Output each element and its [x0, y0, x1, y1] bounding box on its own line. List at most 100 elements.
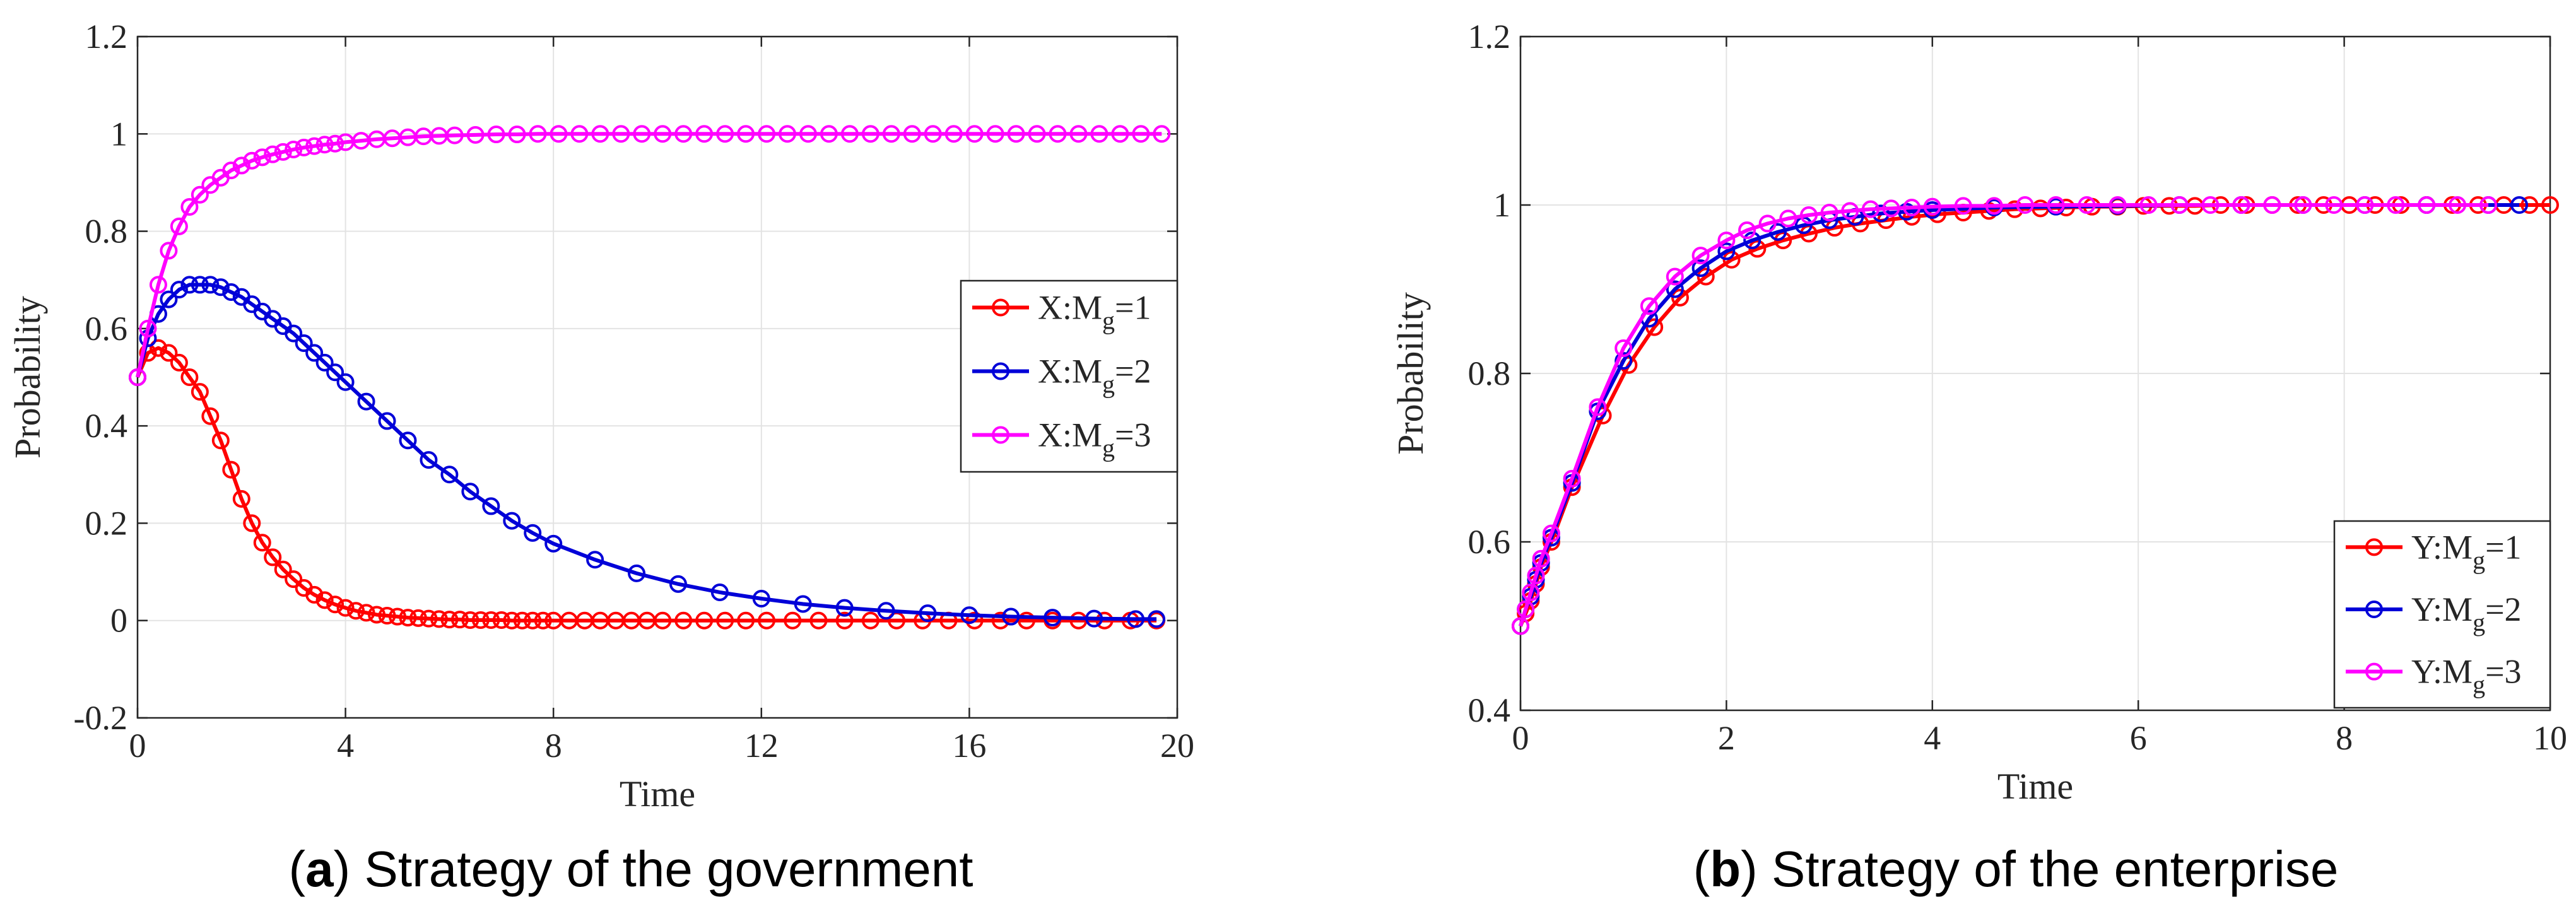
x-axis-label: Time [1997, 766, 2073, 807]
data-point [570, 125, 589, 143]
data-point [1985, 197, 2003, 215]
data-point [201, 407, 220, 425]
x-tick-label: 0 [129, 727, 146, 765]
data-point [482, 497, 500, 515]
data-point [389, 607, 406, 626]
x-tick-label: 2 [1718, 719, 1735, 757]
data-point [211, 278, 230, 296]
caption-panel-b: (b) Strategy of the enterprise [1693, 841, 2339, 897]
data-point [2078, 196, 2096, 214]
data-point [264, 548, 282, 566]
data-point [274, 143, 292, 161]
data-point [737, 125, 755, 143]
data-point [674, 611, 693, 630]
data-point [1127, 610, 1145, 628]
legend-box [960, 279, 1179, 473]
series-line [1519, 203, 2489, 627]
data-point [492, 611, 510, 629]
data-point [1085, 609, 1103, 628]
x-tick-label: 20 [1160, 727, 1194, 765]
data-point [482, 611, 500, 629]
data-point [487, 126, 505, 144]
data-point [794, 595, 812, 613]
data-point [2139, 196, 2158, 214]
data-point [529, 125, 547, 143]
chart-panel-b: 0 2 4 6 8 10 0.4 0.6 0.8 1 1.2 Time Probability Y:Mg=… [1390, 18, 2567, 807]
data-point [758, 125, 776, 143]
data-point [1882, 199, 1900, 218]
y-tick-label: 0.6 [1468, 523, 1511, 561]
series-3 [1512, 196, 2498, 635]
data-point [378, 412, 396, 430]
y-tick-label: 0.8 [85, 213, 128, 250]
data-point [201, 276, 220, 294]
data-point [1738, 221, 1756, 240]
data-point [835, 611, 854, 630]
data-point [840, 125, 859, 143]
y-tick-label: 0.6 [85, 310, 128, 348]
data-point [1769, 223, 1787, 241]
data-point [960, 606, 979, 625]
data-point [368, 606, 386, 624]
series-line [136, 283, 1157, 621]
legend-label: X:Mg=1 [1038, 289, 1151, 335]
data-point [274, 560, 292, 578]
legend-swatch-marker [2365, 662, 2383, 681]
data-point [1758, 214, 1777, 233]
data-point [1872, 204, 1890, 223]
data-point [445, 126, 464, 144]
data-point [1517, 600, 1535, 618]
data-point [1589, 398, 1607, 416]
data-point [1820, 204, 1838, 222]
data-point [1614, 339, 1633, 357]
data-point [1049, 125, 1067, 143]
legend-swatch-marker [992, 298, 1009, 317]
x-tick-label: 4 [337, 727, 354, 765]
data-point [779, 125, 796, 143]
data-point [1640, 297, 1658, 315]
data-point [2520, 196, 2539, 214]
data-point [654, 611, 672, 630]
data-point [1069, 125, 1088, 143]
legend-swatch-marker [2365, 601, 2383, 618]
data-point [991, 611, 1009, 630]
data-point [716, 125, 734, 143]
y-tick-label: 0.4 [85, 407, 128, 445]
data-point [1954, 197, 1972, 215]
data-point [524, 524, 542, 542]
legend-swatch-marker [992, 426, 1009, 444]
data-point [2418, 196, 2436, 214]
data-point [612, 125, 630, 143]
y-tick-label: 0 [110, 602, 127, 640]
x-tick-label: 4 [1924, 719, 1941, 757]
data-point [2263, 196, 2281, 214]
data-point [430, 610, 448, 628]
y-tick-label: 1.2 [85, 18, 128, 56]
data-point [669, 575, 687, 593]
data-point [2294, 196, 2312, 214]
data-point [1002, 607, 1020, 626]
data-point [1542, 524, 1560, 542]
data-point [243, 514, 261, 532]
data-point [222, 460, 240, 479]
data-point [1028, 125, 1046, 143]
data-point [903, 125, 921, 143]
legend-box [2333, 520, 2551, 709]
data-point [1779, 209, 1797, 228]
x-tick-label: 8 [545, 727, 562, 765]
data-point [315, 136, 334, 154]
y-axis-label: Probability [1390, 292, 1431, 455]
data-point [295, 138, 313, 156]
data-point [232, 156, 250, 175]
data-point [861, 611, 879, 630]
data-point [1691, 247, 1710, 265]
data-point [149, 276, 167, 294]
data-point [347, 602, 365, 620]
data-point [710, 583, 729, 601]
data-point [1090, 125, 1109, 143]
data-point [264, 145, 282, 163]
legend-label: Y:Mg=3 [2411, 653, 2522, 699]
data-point [253, 148, 271, 167]
data-point [534, 611, 552, 630]
data-point [944, 125, 963, 143]
